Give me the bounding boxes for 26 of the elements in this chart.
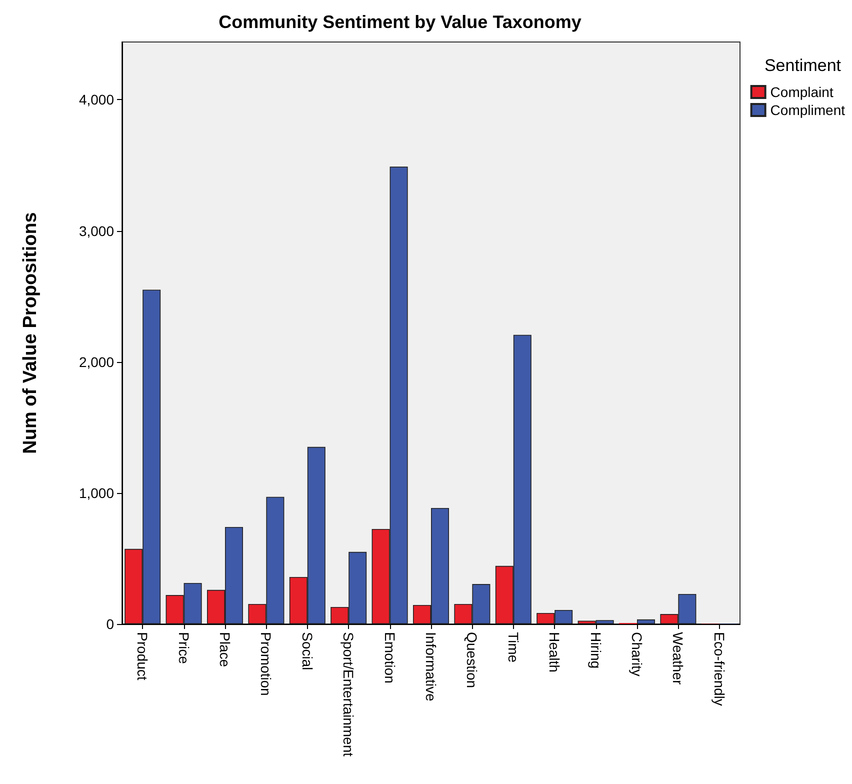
bar [637,619,655,624]
x-tick-label: Product [134,632,151,680]
y-tick-label: 4,000 [78,92,114,108]
x-tick-label: Hiring [588,632,604,669]
y-axis-title: Num of Value Propositions [20,212,41,454]
x-tick-label: Social [299,632,316,670]
x-tick-label: Emotion [382,632,398,684]
y-tick-label: 2,000 [78,354,114,370]
x-tick-label: Question [464,632,480,688]
x-tick-label: Informative [423,632,439,702]
y-tick-label: 3,000 [78,222,114,239]
y-tick-label: 1,000 [78,484,114,501]
x-tick-label: Eco-friendly [711,632,728,706]
x-tick-label: Place [217,632,233,668]
y-tick-label: 0 [106,616,114,632]
legend-label: Compliment [770,102,846,118]
x-tick-label: Sport/Entertainment [340,632,357,757]
x-tick-label: Price [176,632,192,664]
x-tick-label: Health [546,632,563,672]
x-tick-label: Charity [629,632,645,676]
chart-title: Community Sentiment by Value Taxonomy [218,12,582,32]
legend-label: Complaint [770,84,834,100]
x-tick-label: Time [505,632,522,663]
x-tick-label: Weather [670,632,686,685]
x-tick-label: Promotion [258,632,274,696]
legend-title: Sentiment [764,56,842,75]
